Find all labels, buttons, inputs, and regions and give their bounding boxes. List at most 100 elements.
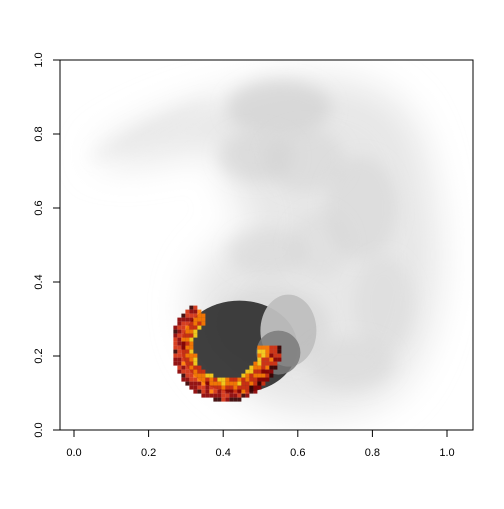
y-tick-label: 0.4 bbox=[33, 274, 45, 289]
heat-cell bbox=[201, 313, 206, 318]
y-tick-label: 0.6 bbox=[33, 200, 45, 215]
heat-cell bbox=[193, 317, 198, 322]
heat-cell bbox=[181, 369, 186, 374]
background-density-blob bbox=[306, 337, 395, 390]
heat-cell bbox=[209, 381, 214, 386]
heat-cell bbox=[177, 369, 182, 374]
heat-cell bbox=[269, 361, 274, 366]
heat-cell bbox=[217, 377, 222, 382]
heat-cell bbox=[205, 389, 210, 394]
y-tick-label: 1.0 bbox=[33, 52, 45, 67]
heat-cell bbox=[265, 345, 270, 350]
heat-cell bbox=[213, 397, 218, 402]
heat-cell bbox=[185, 361, 190, 366]
heat-cell bbox=[241, 389, 246, 394]
heat-cell bbox=[189, 345, 194, 350]
heat-cell bbox=[201, 317, 206, 322]
heat-cell bbox=[269, 349, 274, 354]
heat-cell bbox=[173, 361, 178, 366]
heat-cell bbox=[277, 357, 282, 362]
heat-cell bbox=[221, 397, 226, 402]
heat-cell bbox=[185, 337, 190, 342]
heat-cell bbox=[217, 389, 222, 394]
heat-cell bbox=[253, 369, 258, 374]
heat-cell bbox=[213, 393, 218, 398]
heat-cell bbox=[245, 381, 250, 386]
heat-cell bbox=[229, 377, 234, 382]
heat-cell bbox=[237, 381, 242, 386]
heat-cell bbox=[201, 385, 206, 390]
heat-cell bbox=[253, 365, 258, 370]
heat-cell bbox=[189, 309, 194, 314]
heat-cell bbox=[265, 357, 270, 362]
heat-cell bbox=[257, 381, 262, 386]
heat-cell bbox=[269, 365, 274, 370]
heat-cell bbox=[237, 389, 242, 394]
background-density-blob bbox=[353, 256, 414, 353]
heat-cell bbox=[261, 369, 266, 374]
heat-cell bbox=[177, 341, 182, 346]
heat-cell bbox=[185, 313, 190, 318]
heat-cell bbox=[189, 321, 194, 326]
x-tick-label: 0.4 bbox=[216, 447, 231, 459]
heat-cell bbox=[249, 377, 254, 382]
heat-cell bbox=[229, 393, 234, 398]
heat-cell bbox=[173, 341, 178, 346]
heat-cell bbox=[241, 373, 246, 378]
heat-cell bbox=[261, 377, 266, 382]
heat-cell bbox=[261, 381, 266, 386]
heat-cell bbox=[193, 361, 198, 366]
heat-cell bbox=[261, 361, 266, 366]
heat-cell bbox=[197, 321, 202, 326]
heat-cell bbox=[257, 385, 262, 390]
heat-cell bbox=[241, 393, 246, 398]
heat-cell bbox=[173, 345, 178, 350]
heat-cell bbox=[197, 373, 202, 378]
heat-cell bbox=[253, 385, 258, 390]
heat-cell bbox=[189, 313, 194, 318]
heat-cell bbox=[185, 321, 190, 326]
heat-cell bbox=[185, 341, 190, 346]
heat-cell bbox=[233, 389, 238, 394]
heat-cell bbox=[173, 329, 178, 334]
heat-cell bbox=[213, 385, 218, 390]
heat-cell bbox=[213, 381, 218, 386]
heat-cell bbox=[189, 333, 194, 338]
heat-cell bbox=[273, 345, 278, 350]
heat-cell bbox=[241, 381, 246, 386]
heat-cell bbox=[193, 305, 198, 310]
heat-cell bbox=[201, 381, 206, 386]
heat-cell bbox=[277, 349, 282, 354]
heat-cell bbox=[237, 385, 242, 390]
heat-cell bbox=[181, 361, 186, 366]
heat-cell bbox=[209, 373, 214, 378]
heat-cell bbox=[181, 325, 186, 330]
heat-cell bbox=[193, 329, 198, 334]
x-tick-label: 0.0 bbox=[66, 447, 81, 459]
heat-cell bbox=[253, 361, 258, 366]
heat-cell bbox=[197, 317, 202, 322]
heat-cell bbox=[261, 357, 266, 362]
heat-cell bbox=[201, 393, 206, 398]
heat-cell bbox=[185, 369, 190, 374]
heat-cell bbox=[253, 381, 258, 386]
heat-cell bbox=[269, 357, 274, 362]
heat-cell bbox=[189, 361, 194, 366]
heat-cell bbox=[185, 345, 190, 350]
heat-cell bbox=[177, 361, 182, 366]
heat-cell bbox=[233, 393, 238, 398]
x-tick-label: 0.8 bbox=[365, 447, 380, 459]
heat-cell bbox=[229, 397, 234, 402]
heat-cell bbox=[185, 317, 190, 322]
plot-frame bbox=[59, 59, 474, 431]
background-density-blob bbox=[265, 127, 346, 192]
heat-cell bbox=[237, 393, 242, 398]
heat-cell bbox=[233, 381, 238, 386]
heat-cell bbox=[265, 365, 270, 370]
heat-cell bbox=[221, 389, 226, 394]
heat-cell bbox=[273, 361, 278, 366]
heat-cell bbox=[245, 393, 250, 398]
heat-cell bbox=[197, 385, 202, 390]
heat-cell bbox=[193, 333, 198, 338]
heat-cell bbox=[257, 361, 262, 366]
